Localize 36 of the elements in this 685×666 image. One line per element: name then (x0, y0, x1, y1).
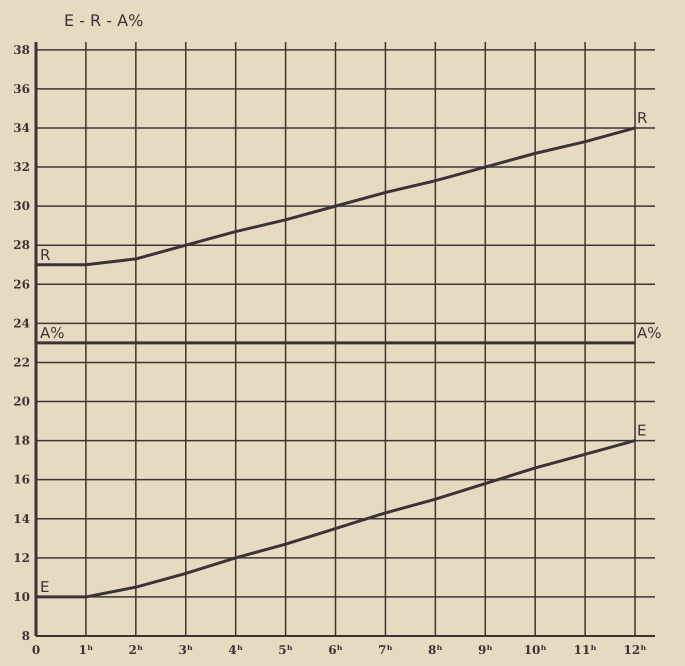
y-tick-label: 20 (13, 394, 30, 409)
y-tick-label: 34 (13, 120, 30, 135)
y-tick-label: 16 (13, 472, 30, 487)
y-tick-label: 18 (13, 434, 30, 448)
y-tick-label: 28 (13, 238, 30, 252)
text: R (637, 108, 648, 127)
y-tick-label: 30 (13, 199, 30, 214)
series-label: R (40, 246, 50, 264)
x-tick-label: 2ʰ (128, 643, 144, 657)
text: E (637, 422, 647, 440)
x-tick-label: 9ʰ (478, 643, 493, 657)
text: A% (637, 324, 662, 342)
y-tick-label: 12 (13, 550, 30, 565)
y-tick-label: 32 (13, 160, 30, 174)
x-tick-label: 8ʰ (428, 643, 443, 657)
series-label: E (40, 578, 50, 596)
y-tick-label: 24 (13, 316, 30, 330)
x-tick-label: 1ʰ (78, 643, 94, 657)
y-axis-title: E - R - A% (64, 11, 144, 30)
x-tick-label: 10ʰ (524, 643, 547, 657)
y-tick-label: 26 (13, 277, 30, 292)
series-label: A% (40, 324, 65, 342)
x-tick-label: 12ʰ (624, 643, 647, 657)
x-tick-label: 3ʰ (178, 643, 194, 657)
x-tick-label: 6ʰ (328, 643, 343, 657)
y-tick-label: 10 (13, 590, 30, 604)
y-tick-label: 8 (22, 629, 30, 643)
x-tick-label: 7ʰ (378, 643, 393, 657)
x-tick-label: 4ʰ (228, 643, 243, 657)
y-tick-label: 22 (13, 355, 30, 370)
y-tick-label: 14 (13, 512, 30, 526)
y-tick-label: 36 (13, 82, 30, 96)
x-tick-label: 0 (32, 643, 40, 657)
y-tick-label: 38 (13, 42, 30, 57)
x-tick-label: 5ʰ (278, 643, 293, 657)
x-tick-label: 11ʰ (574, 643, 597, 657)
